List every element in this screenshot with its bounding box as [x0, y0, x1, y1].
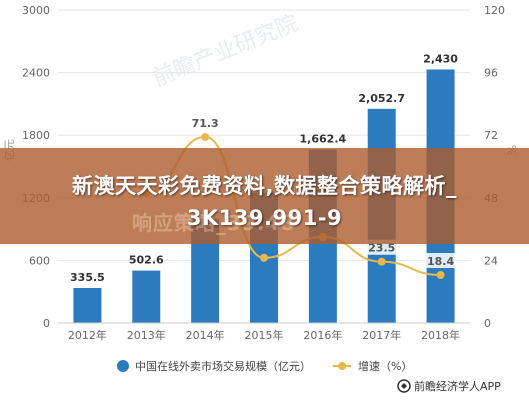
x-axis-ticks: 2012年 2013年 2014年 2015年 2016年 2017年 2018年	[58, 322, 470, 342]
bar	[132, 270, 161, 323]
source-logo-mark	[401, 383, 407, 389]
bar-value-label: 335.5	[70, 271, 105, 284]
x-tick-label: 2013年	[127, 328, 166, 342]
x-tick-label: 2018年	[421, 328, 460, 342]
line-value-label: 71.3	[192, 117, 219, 130]
bar-value-label: 2,430	[423, 52, 458, 65]
source-logo-icon	[397, 379, 411, 393]
legend-bar-swatch	[117, 360, 129, 372]
growth-point	[201, 133, 210, 142]
growth-point	[436, 271, 445, 280]
bar-value-label: 2,052.7	[358, 92, 405, 105]
left-tick-label: 0	[43, 317, 50, 330]
right-tick-label: 0	[484, 317, 491, 330]
watermark-text: 前瞻产业研究院	[150, 11, 302, 92]
source-footer: 前瞻经济学人APP	[397, 379, 501, 393]
bar-value-label: 502.6	[129, 254, 164, 267]
source-text: 前瞻经济学人APP	[414, 379, 501, 393]
line-value-label: 23.5	[368, 242, 395, 255]
overlay-ghost-text: 响应策略_39.48	[132, 211, 296, 235]
bar-data-labels: 335.5 502.6 1,662.4 2,052.7 2,430	[70, 52, 458, 284]
line-label-bg	[189, 115, 222, 131]
legend-line-label: 增速（%）	[358, 359, 412, 373]
x-tick-label: 2012年	[68, 328, 107, 342]
left-tick-label: 2400	[22, 67, 50, 80]
left-tick-label: 600	[29, 254, 50, 267]
growth-point	[260, 253, 268, 262]
legend: 中国在线外卖市场交易规模（亿元） 增速（%）	[117, 359, 412, 373]
x-tick-label: 2016年	[303, 328, 342, 342]
overlay-title-line1: 新澳天天彩免费资料,数据整合策略解析_	[72, 174, 457, 198]
overlay-title-line2: 3K139.991-9	[186, 206, 343, 230]
legend-line-marker	[338, 362, 346, 370]
x-tick-label: 2015年	[245, 328, 284, 342]
x-tick-label: 2017年	[362, 328, 401, 342]
line-value-label: 18.4	[427, 255, 454, 268]
line-label-bg	[424, 253, 457, 269]
right-tick-label: 96	[484, 67, 498, 80]
overlay-banner	[0, 148, 529, 244]
right-tick-label: 72	[484, 129, 498, 142]
bar	[73, 287, 102, 323]
left-tick-label: 1800	[22, 129, 50, 142]
right-tick-label: 24	[484, 254, 498, 267]
right-tick-label: 120	[484, 4, 505, 17]
bar-value-label: 1,662.4	[300, 133, 347, 146]
left-tick-label: 3000	[22, 4, 50, 17]
x-tick-label: 2014年	[186, 328, 225, 342]
growth-point	[377, 257, 386, 266]
legend-bar-label: 中国在线外卖市场交易规模（亿元）	[135, 359, 311, 373]
